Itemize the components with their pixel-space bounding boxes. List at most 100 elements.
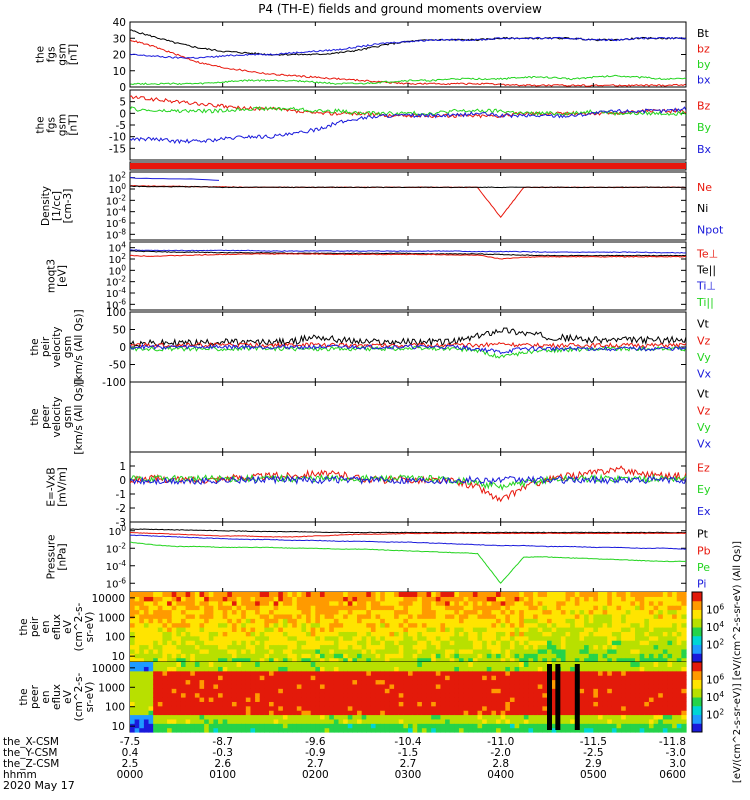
spectrogram-cell bbox=[570, 662, 576, 667]
spectrogram-cell bbox=[259, 705, 265, 711]
spectrogram-cell bbox=[496, 692, 502, 698]
spectrogram-cell bbox=[593, 692, 599, 698]
spectrogram-cell bbox=[398, 670, 404, 676]
spectrogram-cell bbox=[389, 653, 395, 659]
spectrogram-cell bbox=[667, 653, 673, 659]
spectrogram-cell bbox=[333, 705, 340, 711]
spectrogram-cell bbox=[593, 618, 599, 624]
spectrogram-cell bbox=[653, 723, 659, 729]
spectrogram-cell bbox=[574, 613, 581, 619]
spectrogram-cell bbox=[468, 627, 474, 632]
spectrogram-cell bbox=[143, 723, 150, 729]
spectrogram-cell bbox=[180, 618, 187, 624]
spectrogram-cell bbox=[389, 631, 395, 637]
spectrogram-cell bbox=[644, 662, 650, 667]
spectrogram-cell bbox=[625, 613, 631, 619]
spectrogram-cell bbox=[570, 653, 576, 659]
spectrogram-cell bbox=[315, 705, 321, 711]
spectrogram-cell bbox=[319, 688, 326, 694]
spectrogram-cell bbox=[357, 718, 363, 724]
spectrogram-cell bbox=[593, 613, 599, 619]
spectrogram-cell bbox=[282, 710, 289, 716]
spectrogram-cell bbox=[440, 705, 446, 711]
legend-Vy: Vy bbox=[697, 421, 711, 434]
spectrogram-cell bbox=[648, 662, 655, 667]
spectrogram-cell bbox=[547, 622, 553, 628]
spectrogram-cell bbox=[658, 609, 664, 615]
spectrogram-cell bbox=[514, 596, 520, 602]
spectrogram-cell bbox=[505, 723, 511, 729]
spectrogram-cell bbox=[593, 675, 599, 681]
spectrogram-cell bbox=[528, 679, 534, 685]
spectrogram-cell bbox=[477, 631, 483, 637]
spectrogram-cell bbox=[593, 705, 599, 711]
spectrogram-cell bbox=[208, 675, 214, 681]
spectrogram-cell bbox=[176, 705, 182, 711]
spectrogram-cell bbox=[273, 683, 279, 689]
spectrogram-cell bbox=[296, 714, 303, 720]
spectrogram-cell bbox=[463, 635, 469, 641]
spectrogram-cell bbox=[361, 618, 367, 624]
colorbar-segment bbox=[692, 618, 702, 628]
spectrogram-cell bbox=[528, 609, 534, 615]
spectrogram-cell bbox=[394, 683, 400, 689]
spectrogram-cell bbox=[333, 596, 340, 602]
spectrogram-cell bbox=[458, 640, 465, 646]
spectrogram-cell bbox=[162, 675, 168, 681]
panel-p3 bbox=[129, 161, 687, 171]
spectrogram-cell bbox=[245, 648, 252, 654]
spectrogram-cell bbox=[148, 640, 154, 646]
spectrogram-cell bbox=[130, 662, 136, 667]
spectrogram-cell bbox=[199, 727, 205, 733]
spectrogram-cell bbox=[472, 600, 479, 606]
spectrogram-cell bbox=[648, 718, 655, 724]
spectrogram-cell bbox=[250, 622, 256, 628]
spectrogram-cell bbox=[593, 609, 599, 615]
spectrogram-cell bbox=[519, 705, 525, 711]
spectrogram-cell bbox=[292, 613, 298, 619]
spectrogram-cell bbox=[644, 657, 650, 663]
spectrogram-cell bbox=[296, 635, 303, 641]
spectrogram-cell bbox=[468, 605, 474, 611]
spectrogram-cell bbox=[509, 635, 516, 641]
spectrogram-cell bbox=[245, 653, 252, 659]
spectrogram-cell bbox=[398, 666, 404, 672]
spectrogram-cell bbox=[310, 683, 316, 689]
spectrogram-cell bbox=[523, 679, 530, 685]
spectrogram-cell bbox=[556, 657, 562, 663]
spectrogram-cell bbox=[250, 723, 256, 729]
spectrogram-cell bbox=[157, 648, 164, 654]
spectrogram-cell bbox=[500, 653, 506, 659]
spectrogram-cell bbox=[672, 618, 678, 624]
spectrogram-cell bbox=[514, 701, 520, 707]
spectrogram-cell bbox=[477, 714, 483, 720]
spectrogram-cell bbox=[389, 710, 395, 716]
legend-Npot: Npot bbox=[697, 223, 724, 236]
spectrogram-cell bbox=[449, 605, 455, 611]
spectrogram-cell bbox=[653, 705, 659, 711]
spectrogram-cell bbox=[176, 710, 182, 716]
spectrogram-cell bbox=[672, 657, 678, 663]
spectrogram-cell bbox=[500, 705, 506, 711]
spectrogram-cell bbox=[537, 666, 543, 672]
spectrogram-cell bbox=[644, 618, 650, 624]
spectrogram-cell bbox=[227, 618, 233, 624]
spectrogram-cell bbox=[250, 609, 256, 615]
spectrogram-cell bbox=[454, 605, 460, 611]
spectrogram-cell bbox=[472, 662, 479, 667]
spectrogram-cell bbox=[241, 596, 247, 602]
spectrogram-cell bbox=[394, 618, 400, 624]
spectrogram-cell bbox=[528, 596, 534, 602]
spectrogram-cell bbox=[514, 683, 520, 689]
spectrogram-cell bbox=[296, 697, 303, 702]
spectrogram-cell bbox=[296, 648, 303, 654]
spectrogram-cell bbox=[273, 653, 279, 659]
spectrogram-cell bbox=[496, 609, 502, 615]
spectrogram-cell bbox=[630, 666, 636, 672]
spectrogram-cell bbox=[477, 679, 483, 685]
spectrogram-cell bbox=[477, 635, 483, 641]
spectrogram-cell bbox=[370, 666, 377, 672]
spectrogram-cell bbox=[380, 697, 386, 702]
spectrogram-cell bbox=[435, 688, 442, 694]
spectrogram-cell bbox=[143, 683, 150, 689]
